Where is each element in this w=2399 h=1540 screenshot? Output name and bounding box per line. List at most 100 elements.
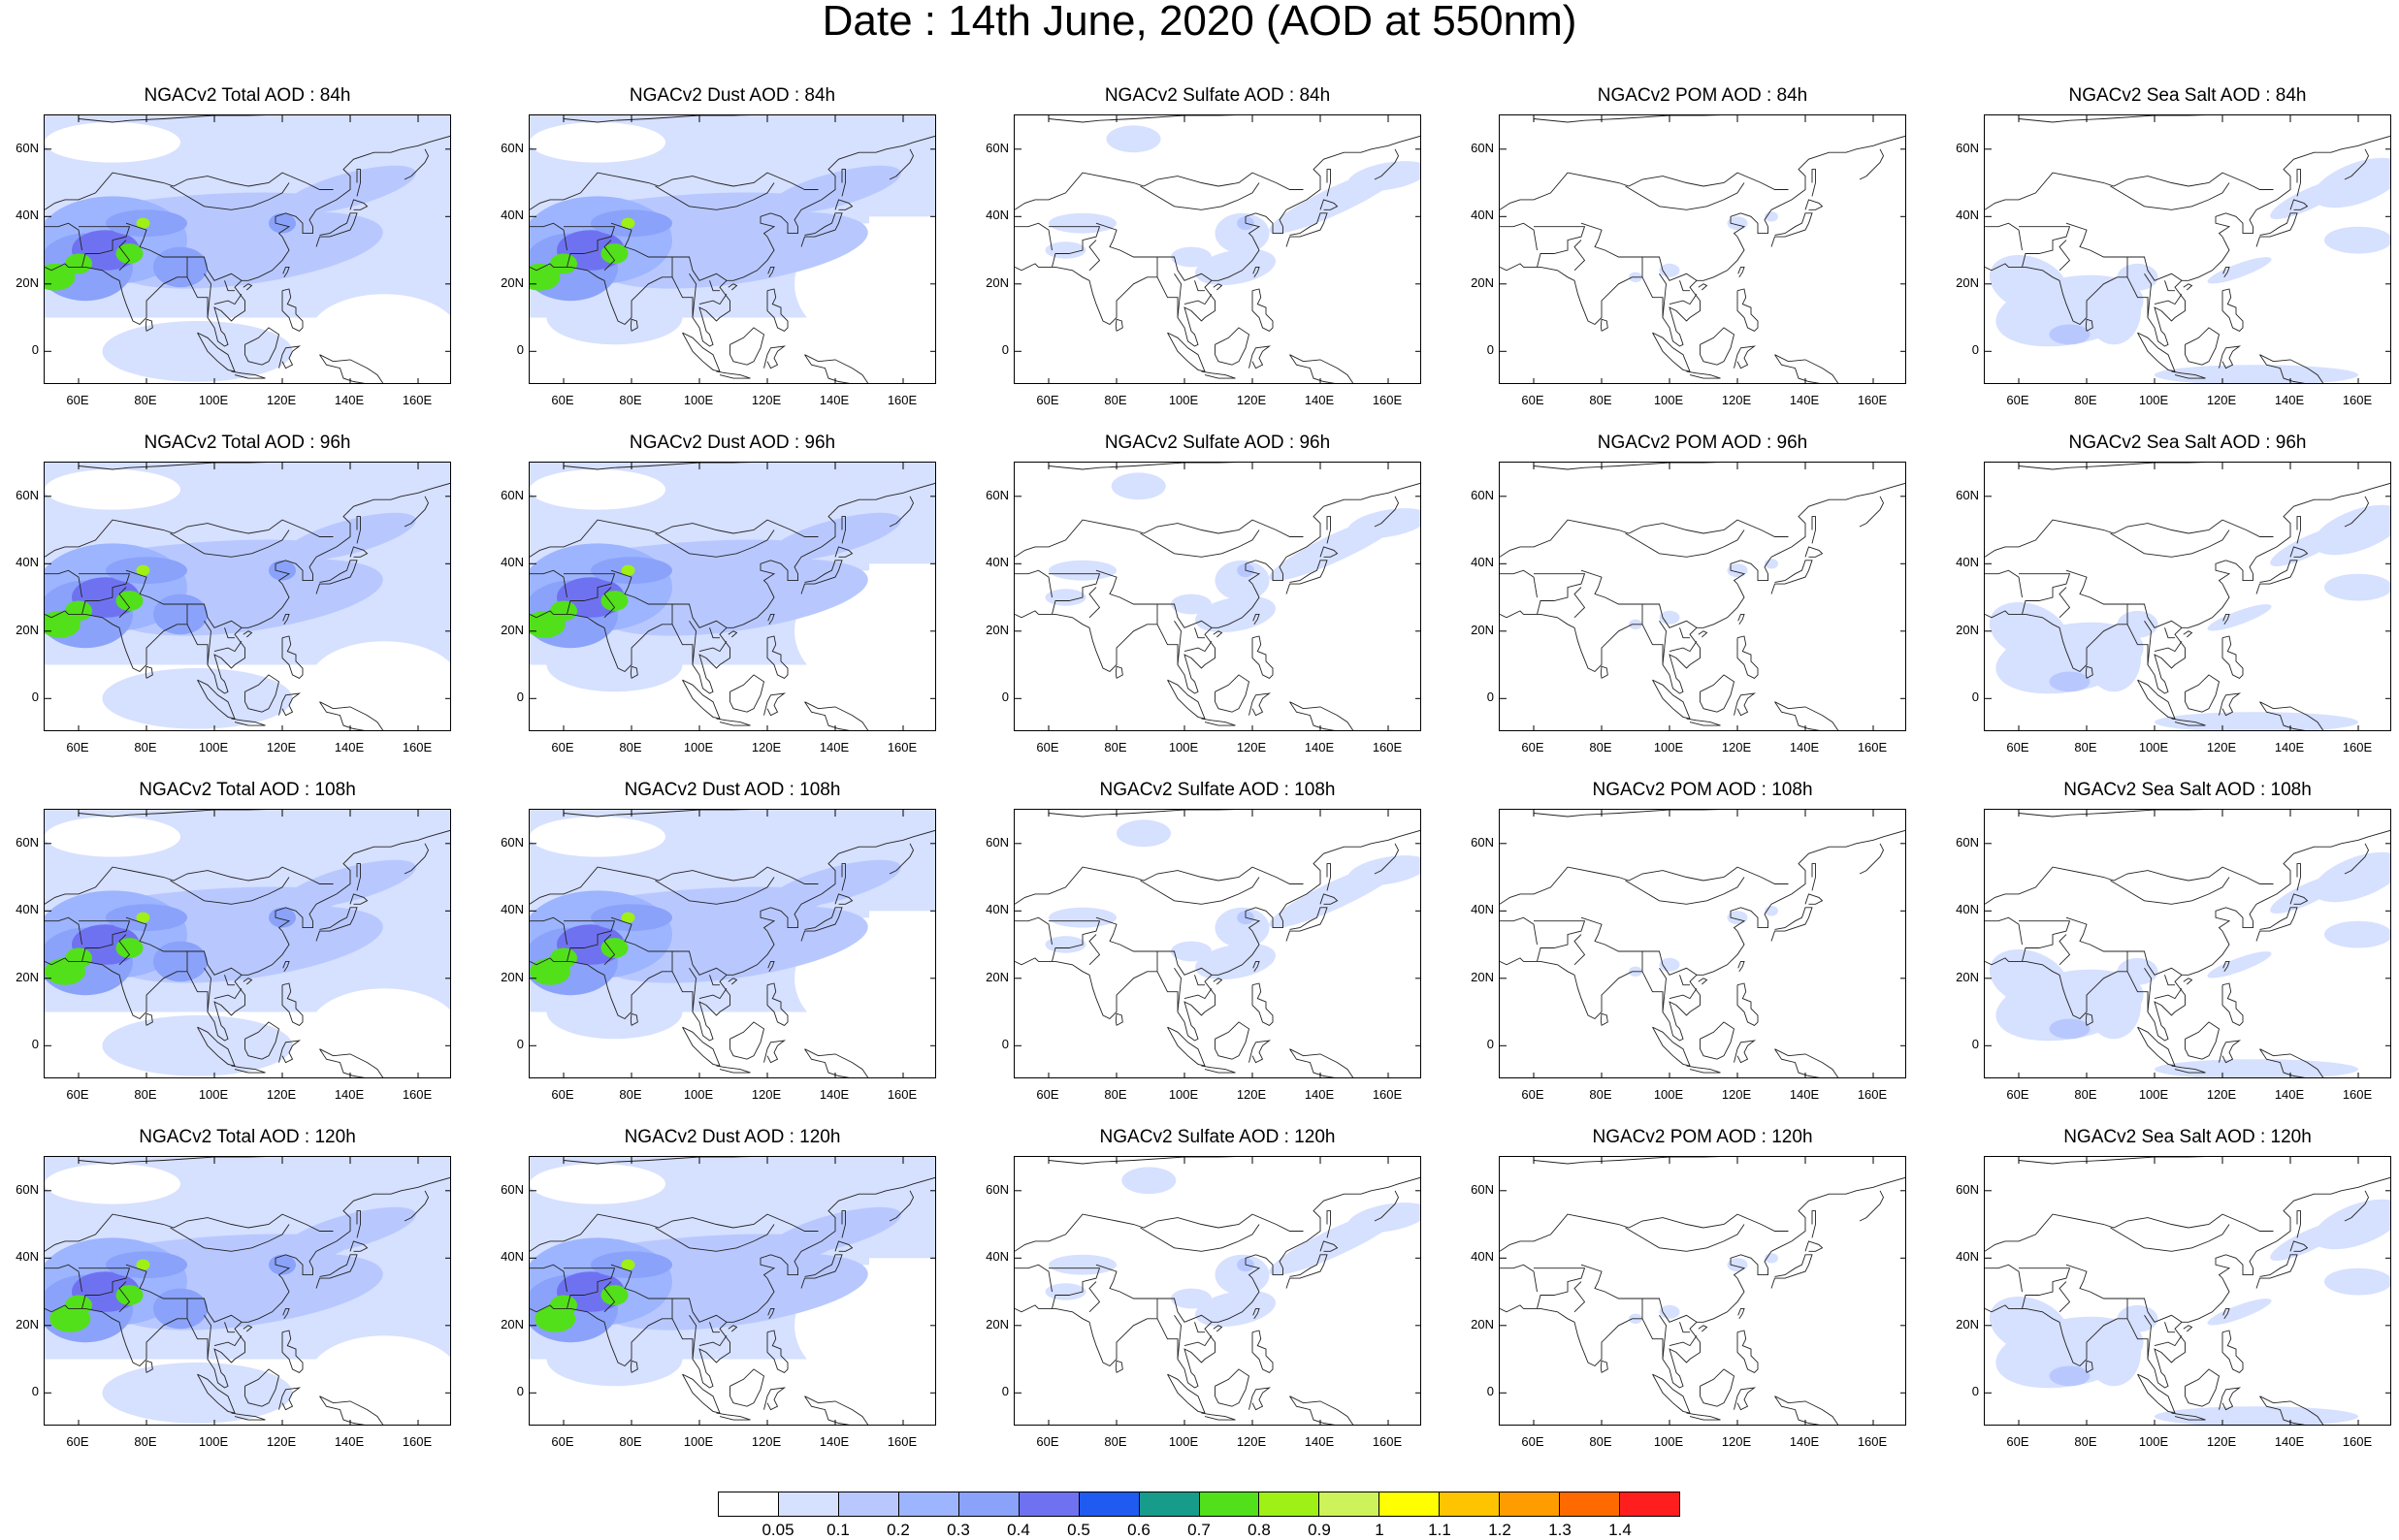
lon-tick-label: 120E [1236,740,1267,754]
aod-map [44,462,451,731]
colorbar-labels: 0.05 0.1 0.2 0.3 0.4 0.5 0.6 0.7 0.8 0.9 1 1.1 1.2 1.… [718,1521,1680,1540]
lat-tick-label: 0 [1001,342,1009,358]
lon-tick-label: 160E [1857,1434,1888,1449]
lon-tick-label: 160E [887,393,918,407]
lat-tick-label: 20N [986,622,1009,637]
map-panel: NGACv2 POM AOD : 120h 60N 40N 20N 0 60E 80E 100… [1455,1127,1940,1471]
aod-map [1499,809,1906,1078]
figure-title: Date : 14th June, 2020 (AOD at 550nm) [822,0,1577,45]
lon-tick-label: 60E [551,1434,574,1449]
map-panel: NGACv2 POM AOD : 84h 60N 40N 20N 0 60E 80E 100E… [1455,85,1940,430]
lon-tick-label: 80E [134,393,157,407]
lat-tick-label: 60N [16,140,39,155]
colorbar-swatch [1199,1492,1260,1516]
colorbar-swatch [1500,1492,1561,1516]
lon-tick-label: 140E [1789,1434,1820,1449]
lat-tick-label: 60N [986,140,1009,155]
lat-tick-label: 60N [501,834,524,850]
lon-tick-label: 140E [1304,740,1335,754]
lon-tick-label: 120E [1721,393,1752,407]
lat-tick-label: 40N [16,902,39,917]
lon-tick-label: 80E [134,740,157,754]
lon-tick-label: 80E [2074,393,2097,407]
lat-tick-label: 20N [501,969,524,984]
map-panel: NGACv2 Dust AOD : 96h 60N 40N 20N 0 60E 80E 100… [485,433,970,777]
aod-map [1014,462,1421,731]
lon-tick-label: 140E [334,1434,365,1449]
lon-tick-label: 80E [2074,1087,2097,1102]
lat-tick-label: 40N [986,555,1009,570]
colorbar [718,1492,1680,1517]
panel-title: NGACv2 Total AOD : 84h [144,85,351,106]
lon-tick-label: 140E [2274,393,2305,407]
lat-tick-label: 0 [1486,1384,1494,1399]
lon-tick-label: 100E [1653,740,1684,754]
lon-tick-label: 160E [1372,393,1403,407]
lon-tick-label: 80E [1104,1434,1127,1449]
colorbar-swatch [1440,1492,1501,1516]
lon-tick-label: 60E [66,740,89,754]
lat-tick-label: 0 [516,342,524,358]
colorbar-swatch [778,1492,839,1516]
lon-tick-label: 100E [198,1087,229,1102]
lat-tick-label: 0 [1001,1037,1009,1052]
aod-map [1984,1156,2391,1426]
lat-tick-label: 60N [1956,487,1979,502]
lon-tick-label: 80E [619,740,642,754]
aod-map [1014,1156,1421,1426]
lon-tick-label: 120E [266,740,297,754]
map-panel: NGACv2 Sulfate AOD : 108h 60N 40N 20N 0 60E 80… [970,780,1455,1124]
colorbar-swatch [1079,1492,1140,1516]
lat-tick-label: 40N [16,555,39,570]
map-panel: NGACv2 Sea Salt AOD : 108h 60N 40N 20N 0 60E 8… [1940,780,2399,1124]
lon-tick-label: 80E [134,1434,157,1449]
lon-tick-label: 160E [1857,740,1888,754]
colorbar-swatch [1379,1492,1441,1516]
colorbar-label: 1.4 [1608,1521,1632,1539]
colorbar-label: 0.2 [887,1521,910,1539]
colorbar-swatch [1139,1492,1200,1516]
colorbar-label: 0.6 [1127,1521,1151,1539]
lon-tick-label: 100E [683,740,714,754]
lat-tick-label: 40N [1471,902,1494,917]
lat-tick-label: 20N [1471,274,1494,290]
lat-tick-label: 60N [16,487,39,502]
lon-tick-label: 160E [1372,1434,1403,1449]
lon-tick-label: 60E [66,393,89,407]
lon-tick-label: 160E [402,740,433,754]
map-panel: NGACv2 Sea Salt AOD : 120h 60N 40N 20N 0 60E 8… [1940,1127,2399,1471]
lat-tick-label: 20N [16,1316,39,1331]
lon-tick-label: 160E [2342,1087,2373,1102]
lat-tick-label: 0 [1971,690,1979,705]
colorbar-swatch [719,1492,779,1516]
lon-tick-label: 100E [1653,1087,1684,1102]
lon-tick-label: 120E [751,393,782,407]
lat-tick-label: 20N [1956,969,1979,984]
map-panel: NGACv2 Sea Salt AOD : 84h 60N 40N 20N 0 60E 80… [1940,85,2399,430]
lat-tick-label: 0 [1971,1037,1979,1052]
lon-tick-label: 120E [2206,740,2237,754]
colorbar-swatch [1560,1492,1621,1516]
colorbar-swatch [1019,1492,1080,1516]
lon-tick-label: 120E [751,740,782,754]
aod-map [1014,114,1421,384]
lon-tick-label: 140E [2274,1087,2305,1102]
colorbar-label: 0.9 [1308,1521,1331,1539]
lat-tick-label: 20N [501,622,524,637]
lat-tick-label: 60N [501,140,524,155]
lon-tick-label: 80E [619,1087,642,1102]
lat-tick-label: 0 [516,1037,524,1052]
map-panel: NGACv2 Sulfate AOD : 120h 60N 40N 20N 0 60E 80… [970,1127,1455,1471]
lat-tick-label: 60N [1956,834,1979,850]
map-panel: NGACv2 Dust AOD : 120h 60N 40N 20N 0 60E 80E 10… [485,1127,970,1471]
lat-tick-label: 0 [1486,690,1494,705]
colorbar-swatch [1319,1492,1380,1516]
lon-tick-label: 120E [2206,1434,2237,1449]
lon-tick-label: 60E [551,393,574,407]
lon-tick-label: 100E [198,393,229,407]
lon-tick-label: 100E [2138,393,2169,407]
lat-tick-label: 20N [16,622,39,637]
lat-tick-label: 20N [501,1316,524,1331]
lon-tick-label: 140E [819,393,850,407]
